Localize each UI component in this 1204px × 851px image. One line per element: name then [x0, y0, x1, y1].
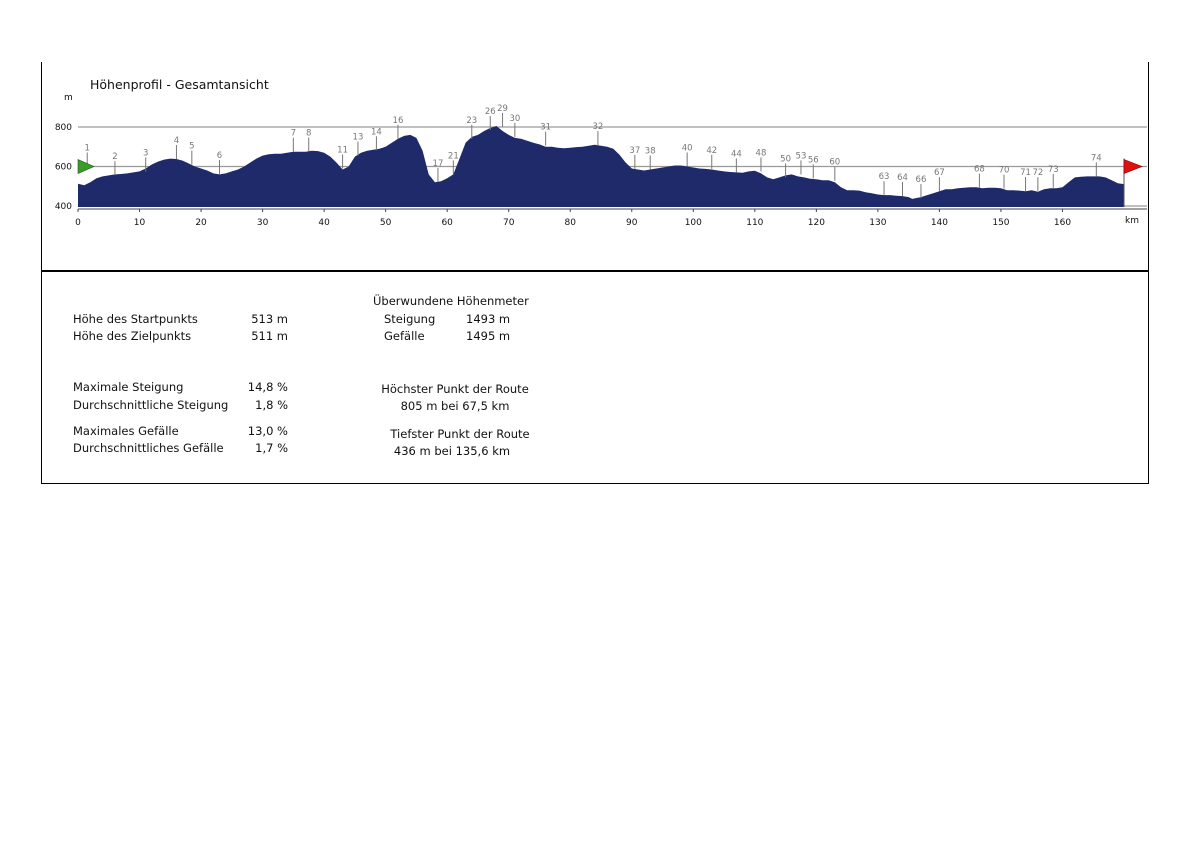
x-tick-label: 80: [565, 218, 577, 228]
waypoint-label: 60: [829, 158, 840, 168]
waypoint-label: 71: [1020, 168, 1031, 178]
y-axis-label: m: [64, 93, 73, 103]
waypoint-label: 7: [291, 129, 296, 139]
y-tick-label: 800: [55, 123, 72, 133]
waypoint-label: 30: [509, 114, 520, 124]
x-tick-label: 50: [380, 218, 392, 228]
y-tick-label: 600: [55, 163, 72, 173]
descent-value: 1495 m: [466, 329, 511, 343]
waypoint-label: 14: [371, 127, 382, 137]
highest-point-value: 805 m bei 67,5 km: [400, 399, 510, 413]
descent-label: Gefälle: [384, 329, 425, 343]
x-tick-label: 160: [1054, 218, 1071, 228]
climb-header: Überwundene Höhenmeter: [373, 294, 529, 308]
waypoint-label: 11: [337, 145, 348, 155]
x-tick-label: 40: [318, 218, 330, 228]
max-grade-value: 14,8 %: [247, 380, 288, 394]
waypoint-label: 4: [174, 136, 179, 146]
ascent-value: 1493 m: [466, 312, 511, 326]
x-tick-label: 140: [931, 218, 948, 228]
x-tick-label: 10: [134, 218, 146, 228]
start-height-label: Höhe des Startpunkts: [73, 312, 198, 326]
lowest-point-value: 436 m bei 135,6 km: [393, 444, 511, 458]
waypoint-label: 8: [306, 128, 311, 138]
end-flag-icon: [1123, 159, 1143, 174]
waypoint-label: 21: [448, 151, 459, 161]
avg-grade-label: Durchschnittliche Steigung: [73, 398, 229, 412]
waypoint-label: 70: [999, 166, 1010, 176]
elevation-area: [78, 126, 1124, 207]
waypoint-label: 6: [217, 151, 222, 161]
waypoint-label: 67: [934, 168, 945, 178]
waypoint-label: 48: [756, 148, 767, 158]
x-tick-label: 70: [503, 218, 515, 228]
end-height-value: 511 m: [251, 329, 288, 343]
x-tick-label: 110: [746, 218, 763, 228]
waypoint-label: 16: [393, 116, 404, 126]
end-height-label: Höhe des Zielpunkts: [73, 329, 192, 343]
max-grade-label: Maximale Steigung: [73, 380, 184, 394]
waypoint-label: 2: [112, 152, 117, 162]
waypoint-label: 1: [85, 144, 90, 154]
max-descent-value: 13,0 %: [247, 424, 288, 438]
ascent-label: Steigung: [384, 312, 436, 326]
chart-title: Höhenprofil - Gesamtansicht: [90, 77, 269, 92]
max-descent-label: Maximales Gefälle: [73, 424, 179, 438]
x-tick-label: 20: [195, 218, 207, 228]
waypoint-label: 66: [916, 175, 927, 185]
avg-grade-value: 1,8 %: [255, 398, 288, 412]
waypoint-label: 64: [897, 173, 908, 183]
waypoint-label: 3: [143, 148, 148, 158]
profile-frame: [41, 62, 1149, 484]
waypoint-label: 31: [540, 123, 551, 133]
avg-descent-value: 1,7 %: [255, 441, 288, 455]
waypoint-label: 68: [974, 165, 985, 175]
waypoint-label: 5: [189, 142, 194, 152]
x-tick-label: 120: [808, 218, 825, 228]
waypoint-label: 74: [1091, 153, 1102, 163]
waypoint-label: 17: [433, 159, 444, 169]
highest-point-label: Höchster Punkt der Route: [381, 382, 529, 396]
waypoint-label: 38: [645, 146, 656, 156]
waypoint-label: 56: [808, 155, 819, 165]
route-flags: [77, 158, 1143, 207]
waypoint-label: 13: [353, 133, 364, 143]
x-tick-label: 30: [257, 218, 269, 228]
x-axis-label: km: [1125, 216, 1139, 226]
waypoint-label: 23: [466, 116, 477, 126]
waypoint-label: 73: [1048, 165, 1059, 175]
waypoint-label: 26: [485, 107, 496, 117]
waypoint-label: 29: [497, 104, 508, 114]
waypoint-label: 53: [796, 151, 807, 161]
waypoint-label: 72: [1032, 168, 1043, 178]
x-tick-label: 150: [992, 218, 1009, 228]
section-divider: [41, 270, 1148, 272]
y-tick-label: 400: [55, 202, 72, 212]
chart-axes: 400 600 800 0 10 20 30 40 50 60 70 80 90 100 110 120 130…: [55, 123, 1147, 228]
waypoint-label: 44: [731, 149, 742, 159]
start-height-value: 513 m: [251, 312, 288, 326]
waypoint-label: 37: [629, 146, 640, 156]
lowest-point-label: Tiefster Punkt der Route: [390, 427, 530, 441]
start-flag-icon: [77, 159, 95, 174]
x-tick-label: 90: [626, 218, 638, 228]
waypoint-label: 40: [682, 144, 693, 154]
waypoint-label: 32: [593, 122, 604, 132]
waypoint-label: 50: [780, 154, 791, 164]
x-tick-label: 60: [441, 218, 453, 228]
x-tick-label: 0: [75, 218, 81, 228]
waypoint-label: 63: [879, 172, 890, 182]
avg-descent-label: Durchschnittliches Gefälle: [73, 441, 224, 455]
x-tick-label: 100: [685, 218, 702, 228]
x-tick-label: 130: [869, 218, 886, 228]
waypoint-label: 42: [706, 146, 717, 156]
